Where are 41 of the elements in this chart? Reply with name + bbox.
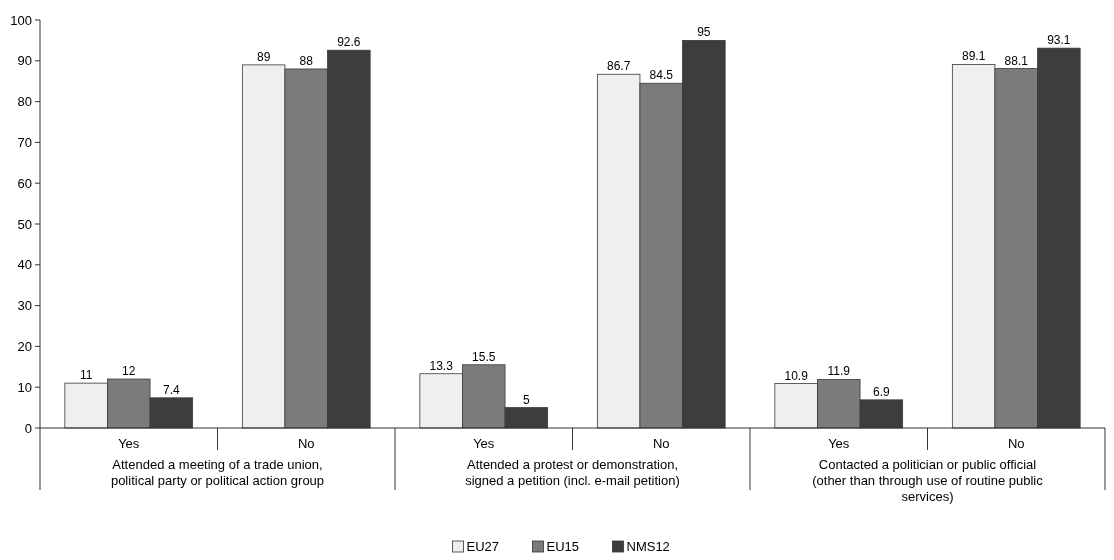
data-label: 86.7: [606, 59, 631, 74]
data-label: 93.1: [1047, 33, 1071, 48]
data-label: 88: [299, 53, 314, 68]
y-tick-label: 0: [24, 420, 32, 436]
data-label: 11: [79, 368, 93, 383]
data-label: 7.4: [163, 382, 181, 397]
data-label: 84.5: [649, 68, 674, 83]
y-tick-label: 100: [10, 12, 32, 28]
data-label: 13.3: [429, 358, 454, 373]
data-label: 12: [122, 364, 136, 379]
y-tick-label: 60: [17, 175, 32, 191]
y-tick-label: 80: [17, 94, 32, 110]
y-tick-label: 50: [17, 216, 32, 232]
text: Attended a protest or demonstration, signed a petition (incl. e-mail petition): [465, 457, 680, 488]
y-tick-label: 40: [17, 257, 32, 273]
x-tick-label: Yes: [828, 436, 850, 451]
data-label: 88.1: [1004, 53, 1029, 68]
data-label: 89.1: [961, 49, 986, 64]
y-tick-label: 70: [17, 134, 32, 150]
data-label: 6.9: [873, 384, 891, 399]
data-label: 10.9: [784, 368, 809, 383]
legend-label: NMS12: [626, 539, 670, 554]
text: Attended a meeting of a trade union, political party or political action group: [110, 457, 325, 488]
x-tick-label: Yes: [473, 436, 495, 451]
x-tick-label: No: [652, 436, 670, 451]
data-label: 92.6: [337, 35, 361, 50]
data-label: 5: [523, 392, 531, 407]
text: Contacted a politician or public official (other than through use of routine public services): [812, 457, 1044, 504]
y-tick-label: 10: [17, 379, 32, 395]
x-tick-label: No: [297, 436, 315, 451]
legend-label: EU27: [466, 539, 500, 554]
y-tick-label: 30: [17, 298, 32, 314]
legend-label: EU15: [546, 539, 580, 554]
data-label: 11.9: [827, 364, 851, 379]
data-label: 95: [697, 25, 711, 40]
y-tick-label: 90: [17, 53, 32, 69]
x-tick-label: Yes: [118, 436, 140, 451]
y-tick-label: 20: [17, 338, 32, 354]
data-label: 15.5: [472, 349, 496, 364]
data-label: 89: [256, 49, 271, 64]
x-tick-label: No: [1007, 436, 1025, 451]
